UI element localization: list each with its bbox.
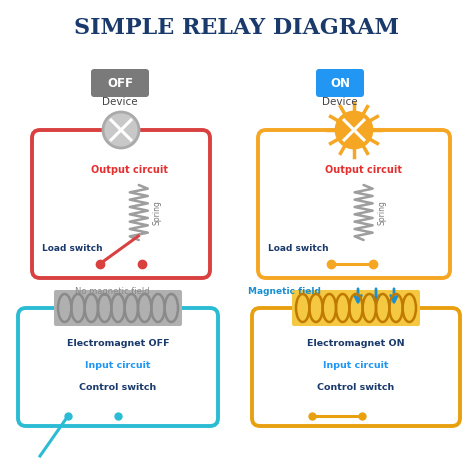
Text: SIMPLE RELAY DIAGRAM: SIMPLE RELAY DIAGRAM [74,17,400,39]
Text: Device: Device [102,97,138,107]
Text: Magnetic field: Magnetic field [248,288,321,297]
Text: Control switch: Control switch [318,383,395,392]
Text: No magnetic field: No magnetic field [75,288,149,297]
Text: Output circuit: Output circuit [91,165,168,175]
Text: Electromagnet OFF: Electromagnet OFF [67,338,169,347]
Text: Spring: Spring [377,200,386,225]
FancyBboxPatch shape [91,69,149,97]
Text: Spring: Spring [152,200,161,225]
Text: Input circuit: Input circuit [323,362,389,371]
Text: Output circuit: Output circuit [325,165,402,175]
Text: OFF: OFF [107,76,133,90]
Text: Load switch: Load switch [42,244,103,253]
Text: Device: Device [322,97,358,107]
Text: Control switch: Control switch [79,383,156,392]
Circle shape [336,112,372,148]
FancyBboxPatch shape [316,69,364,97]
Text: Input circuit: Input circuit [85,362,151,371]
FancyBboxPatch shape [292,290,420,326]
FancyBboxPatch shape [54,290,182,326]
Text: Load switch: Load switch [268,244,328,253]
Text: Electromagnet ON: Electromagnet ON [307,338,405,347]
Circle shape [103,112,139,148]
Text: ON: ON [330,76,350,90]
